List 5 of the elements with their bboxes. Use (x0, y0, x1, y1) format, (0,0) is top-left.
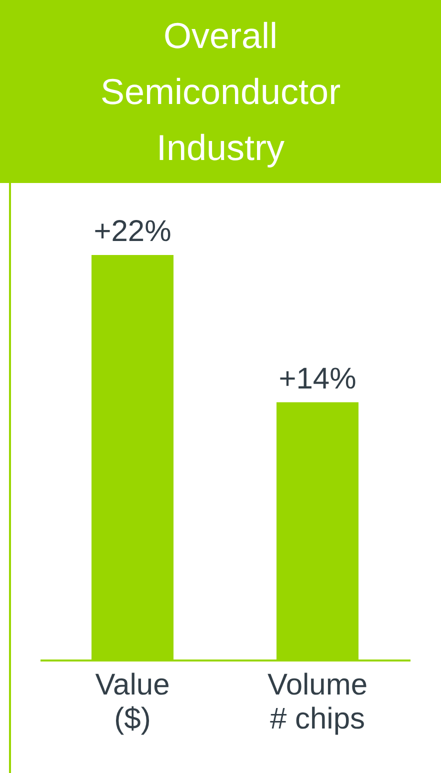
x-tick-label: Volume # chips (267, 668, 368, 736)
x-tick-label: Value ($) (95, 668, 170, 736)
data-label: +14% (278, 362, 356, 396)
data-label: +22% (94, 215, 172, 248)
chart-title: Overall Semiconductor Industry (99, 14, 342, 170)
